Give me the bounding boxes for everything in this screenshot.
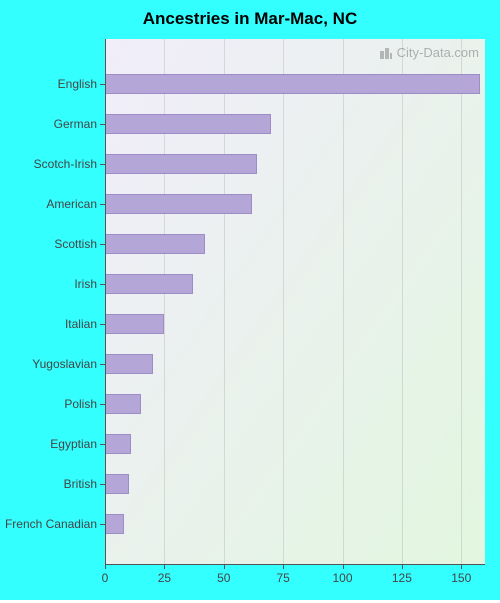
x-axis-label: 75 [276, 571, 289, 585]
y-axis-label: German [54, 117, 97, 131]
bar [105, 194, 252, 214]
watermark: City-Data.com [379, 45, 479, 60]
bar [105, 394, 141, 414]
y-axis-label: Yugoslavian [32, 357, 97, 371]
building-icon [379, 46, 393, 60]
watermark-text: City-Data.com [397, 45, 479, 60]
y-axis-label: Irish [74, 277, 97, 291]
y-axis-line [105, 39, 106, 564]
page-background: Ancestries in Mar-Mac, NC City-Data.com … [0, 0, 500, 600]
grid-line [343, 39, 344, 564]
bar [105, 354, 153, 374]
grid-line [283, 39, 284, 564]
x-axis-label: 100 [332, 571, 352, 585]
y-axis-label: English [58, 77, 97, 91]
bar [105, 74, 480, 94]
bar [105, 154, 257, 174]
bar [105, 274, 193, 294]
x-axis-line [105, 564, 485, 565]
y-axis-label: Italian [65, 317, 97, 331]
y-axis-label: Scotch-Irish [34, 157, 97, 171]
x-axis-label: 25 [158, 571, 171, 585]
y-axis-label: Egyptian [50, 437, 97, 451]
bar [105, 234, 205, 254]
bar [105, 314, 164, 334]
x-axis-label: 125 [392, 571, 412, 585]
plot-rect: City-Data.com [105, 39, 485, 564]
grid-line [461, 39, 462, 564]
y-axis-label: American [46, 197, 97, 211]
x-axis-label: 0 [102, 571, 109, 585]
chart-title: Ancestries in Mar-Mac, NC [0, 0, 500, 33]
bar [105, 474, 129, 494]
x-axis-label: 50 [217, 571, 230, 585]
bar [105, 114, 271, 134]
y-axis-label: French Canadian [5, 517, 97, 531]
y-axis-label: British [64, 477, 97, 491]
y-axis-label: Polish [64, 397, 97, 411]
grid-line [402, 39, 403, 564]
y-axis-label: Scottish [54, 237, 97, 251]
chart-area: City-Data.com 0 25 50 75 100 125 150 English Ger… [0, 33, 500, 603]
bar [105, 434, 131, 454]
x-axis-label: 150 [451, 571, 471, 585]
bar [105, 514, 124, 534]
